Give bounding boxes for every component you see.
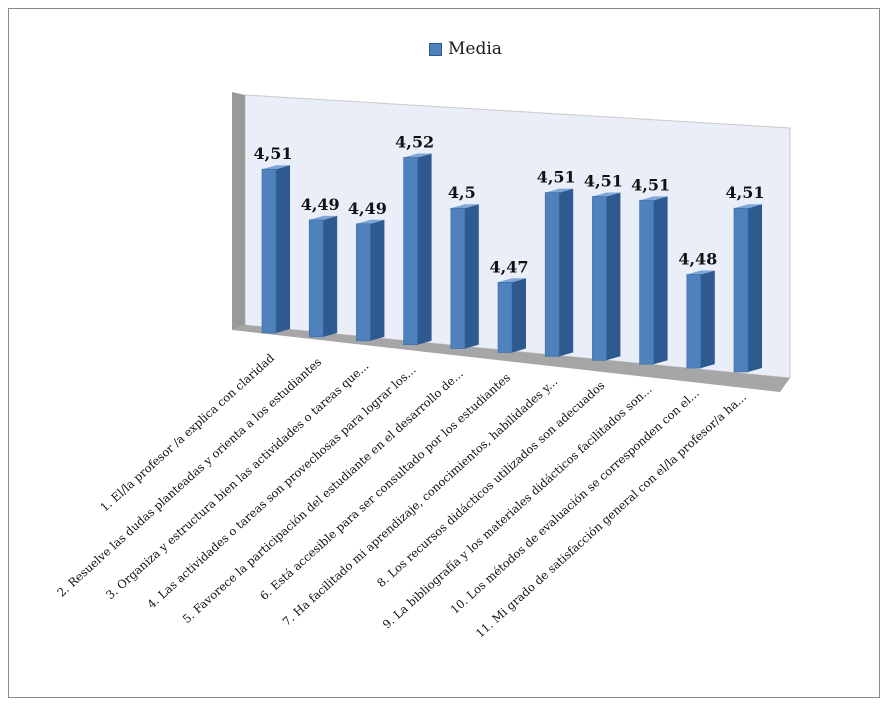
bar-front: [261, 168, 277, 334]
legend-swatch: [429, 42, 442, 56]
value-label-7: 4,51: [537, 168, 576, 187]
bar-top: [262, 165, 290, 170]
bar-3: [356, 219, 385, 342]
bar-front: [639, 200, 654, 365]
bar-top: [309, 215, 338, 220]
value-label-2: 4,49: [301, 195, 340, 214]
value-label-11: 4,51: [726, 183, 765, 202]
bar-top: [356, 219, 385, 224]
value-label-9: 4,51: [631, 175, 670, 194]
bar-front: [544, 192, 560, 357]
bar-2: [308, 215, 338, 338]
bar-top: [686, 270, 715, 275]
category-label-10: 10. Los métodos de evaluación se corresp…: [448, 386, 702, 617]
bar-6: [497, 278, 526, 353]
legend-label: Media: [448, 39, 502, 59]
value-label-1: 4,51: [254, 144, 293, 163]
bar-side: [700, 270, 715, 369]
bar-top: [734, 204, 762, 209]
bar-front: [497, 281, 513, 353]
value-label-6: 4,47: [490, 257, 529, 276]
value-label-8: 4,51: [584, 172, 623, 191]
value-label-3: 4,49: [348, 199, 387, 218]
bar-front: [356, 223, 371, 342]
bar-front: [308, 219, 324, 338]
bar-side: [464, 204, 479, 349]
category-label-6: 6. Está accesible para ser consultado po…: [257, 370, 513, 603]
bar-front: [686, 274, 702, 369]
bar-side: [323, 215, 338, 337]
bar-side: [370, 219, 385, 341]
bar-side: [417, 153, 432, 345]
bar-side: [559, 188, 574, 357]
value-label-4: 4,52: [395, 133, 434, 152]
bar-side: [606, 192, 621, 361]
value-labels: 4,51 4,49 4,49 4,52 4,5 4,47 4,51 4,51 4,51 4,48 4…: [254, 133, 765, 277]
bar-side: [748, 204, 762, 372]
bar-7: [544, 188, 574, 357]
bar-8: [592, 192, 621, 361]
bar-side: [653, 196, 668, 365]
bar-9: [639, 196, 668, 365]
category-label-1: 1. El/la profesor /a explica con clarida…: [97, 350, 277, 514]
bar-side: [512, 278, 526, 353]
bar-front: [450, 207, 466, 349]
value-label-5: 4,5: [448, 183, 476, 202]
bar-top: [592, 192, 621, 197]
side-wall: [232, 92, 245, 330]
bar-5: [450, 204, 479, 349]
bar-1: [261, 165, 290, 334]
bar-11: [733, 204, 762, 373]
category-labels: 1. El/la profesor /a explica con clarida…: [54, 350, 749, 640]
bar-4: [403, 153, 432, 345]
floor: [232, 325, 790, 392]
bar-top: [450, 204, 479, 209]
bar-top: [639, 196, 668, 201]
bars: [261, 153, 762, 373]
legend: Media: [429, 39, 502, 59]
bar-top: [545, 188, 574, 193]
bar-front: [403, 157, 418, 345]
bar-10: [686, 270, 715, 369]
bar-top: [403, 153, 432, 158]
bar-side: [276, 165, 290, 333]
bar-front: [592, 196, 607, 361]
bar-top: [498, 278, 526, 283]
value-label-10: 4,48: [678, 250, 717, 269]
bar-front: [733, 207, 749, 373]
